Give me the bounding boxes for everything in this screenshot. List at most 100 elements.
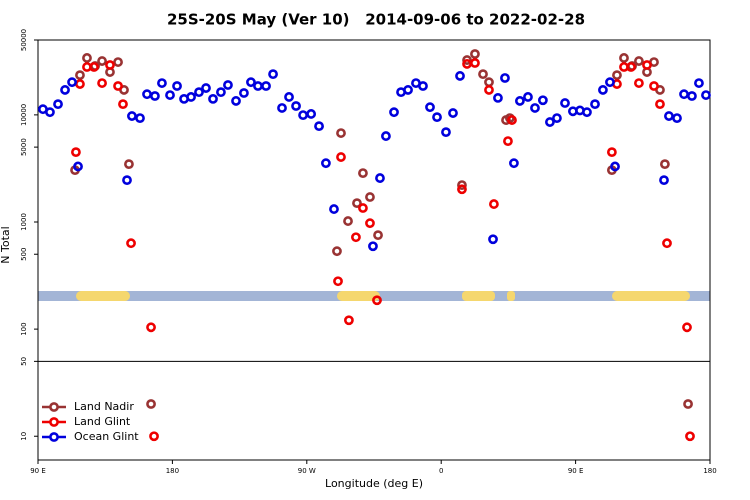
point [598,85,608,95]
point [89,62,99,72]
point [223,80,233,90]
point [71,147,81,158]
point [246,77,256,88]
point [664,111,674,121]
point [186,92,196,102]
point [470,58,480,68]
legend-marker [49,432,59,442]
point [685,431,695,442]
point [124,159,134,170]
point [470,49,480,59]
x-tick-label: 90 E [30,467,46,475]
point [118,99,128,110]
x-tick-label: 0 [439,467,443,475]
point [488,234,498,245]
x-tick-label: 90 W [298,467,316,475]
point [662,238,672,249]
point [500,73,510,83]
point [358,168,368,179]
point [336,152,346,162]
land-strip [76,291,130,301]
point [336,128,346,138]
point [351,232,361,243]
point [418,81,428,91]
land-strip [507,291,515,301]
land-strip [337,291,380,301]
point [605,77,615,88]
point [135,113,145,124]
y-tick-label: 50000 [20,29,28,51]
point [365,192,375,202]
point [432,112,442,123]
y-tick-label: 500 [20,248,28,261]
x-axis-label: Longitude (deg E) [325,477,423,490]
point [75,79,85,89]
point [612,70,622,81]
point [545,117,555,127]
y-tick-label: 10 [20,432,28,441]
point [493,93,503,103]
point [484,77,494,88]
point [509,158,519,169]
legend-marker [49,402,59,412]
point [655,99,665,110]
point [626,62,636,72]
point [127,111,137,121]
point [375,173,385,183]
point [403,85,413,95]
x-tick-label: 180 [166,467,179,475]
point [523,92,533,102]
point [253,81,263,91]
point [97,56,107,66]
point [590,99,600,110]
point [216,87,226,98]
point [462,55,472,65]
y-tick-label: 10000 [20,104,28,126]
point [277,103,287,113]
point [701,90,711,100]
point [659,175,669,186]
point [634,56,644,66]
point [67,77,77,88]
point [582,107,592,118]
point [329,204,339,214]
point [368,241,378,252]
point [381,131,391,141]
plot-frame [37,39,711,461]
y-tick-label: 100 [20,322,28,335]
point [478,69,488,80]
point [448,108,458,118]
point [146,322,156,333]
y-axis-label: N Total [0,226,12,263]
land-strip [462,291,495,301]
legend-label: Land Nadir [74,400,134,413]
point [694,78,704,88]
point [73,161,83,172]
point [231,96,241,106]
point [530,103,540,113]
point [113,81,123,91]
y-tick-label: 1000 [20,213,28,231]
point [165,90,175,100]
point [208,93,218,104]
point [507,115,517,125]
point [514,96,525,106]
point [682,322,692,333]
point [365,218,375,229]
point [261,81,271,91]
point [53,99,63,110]
point [82,53,92,63]
legend-label: Land Glint [74,415,131,428]
point [172,81,182,91]
point [610,161,620,172]
point [75,70,85,81]
point [60,85,70,95]
point [552,113,562,124]
point [537,95,548,106]
point [683,399,693,409]
point [619,53,629,63]
point [372,295,382,306]
point [45,107,55,118]
point [358,203,368,213]
